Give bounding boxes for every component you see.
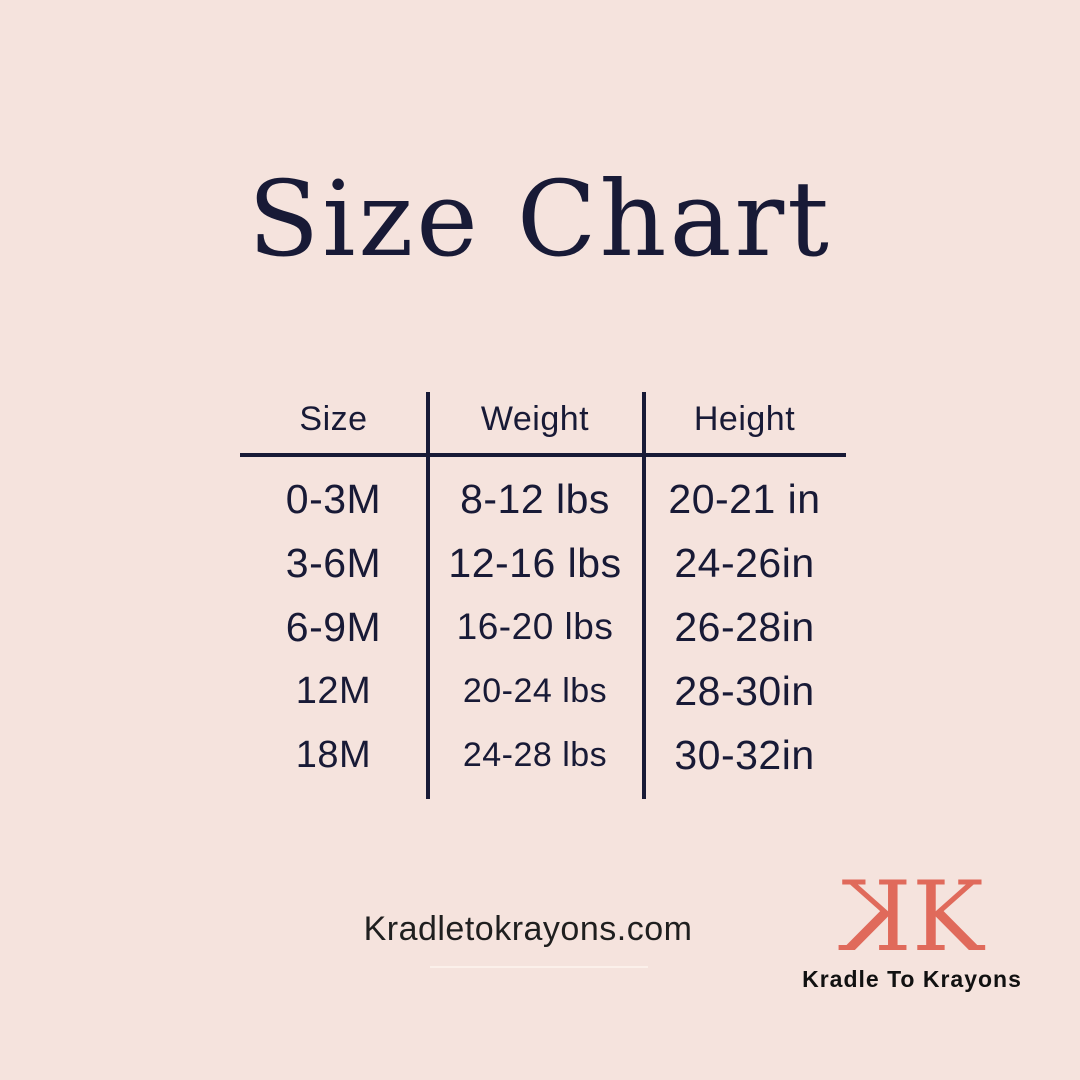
table-cell-weight-3: 20-24 lbs [462, 671, 608, 710]
table-cell-height-4: 30-32in [674, 731, 815, 778]
table-column-divider-1 [426, 392, 430, 799]
brand-block: KK Kradle To Krayons [792, 861, 1032, 993]
table-cell-height-1: 24-26in [674, 539, 815, 586]
table-cell-weight-1: 12-16 lbs [448, 539, 622, 586]
table-cell-size-1: 3-6M [285, 539, 382, 586]
page-title: Size Chart [248, 158, 832, 280]
table-cell-size-4: 18M [295, 733, 372, 776]
table-cell-height-3: 28-30in [674, 667, 815, 714]
table-cell-height-0: 20-21 in [668, 475, 821, 522]
table-cell-weight-4: 24-28 lbs [462, 735, 608, 774]
table-header-rule [240, 453, 846, 457]
table-cell-weight-0: 8-12 lbs [460, 475, 610, 522]
table-cell-size-0: 0-3M [285, 475, 382, 522]
brand-name: Kradle To Krayons [802, 966, 1022, 992]
table-column-divider-2 [642, 392, 646, 799]
logo-k-mirrored: K [844, 861, 912, 973]
website-url: Kradletokrayons.com [363, 910, 693, 948]
table-cell-size-2: 6-9M [285, 603, 382, 650]
column-header-size: Size [299, 400, 368, 438]
table-cell-weight-2: 16-20 lbs [456, 606, 614, 647]
table-cell-size-3: 12M [295, 669, 372, 712]
column-header-height: Height [693, 400, 796, 438]
logo-k: K [912, 861, 984, 973]
kk-logo-icon: KK [792, 861, 1032, 973]
size-table: Size Weight Height 0-3M 8-12 lbs 20-21 i… [240, 382, 846, 787]
column-header-weight: Weight [480, 400, 590, 438]
table-cell-height-2: 26-28in [674, 603, 815, 650]
footer-divider [430, 966, 648, 968]
